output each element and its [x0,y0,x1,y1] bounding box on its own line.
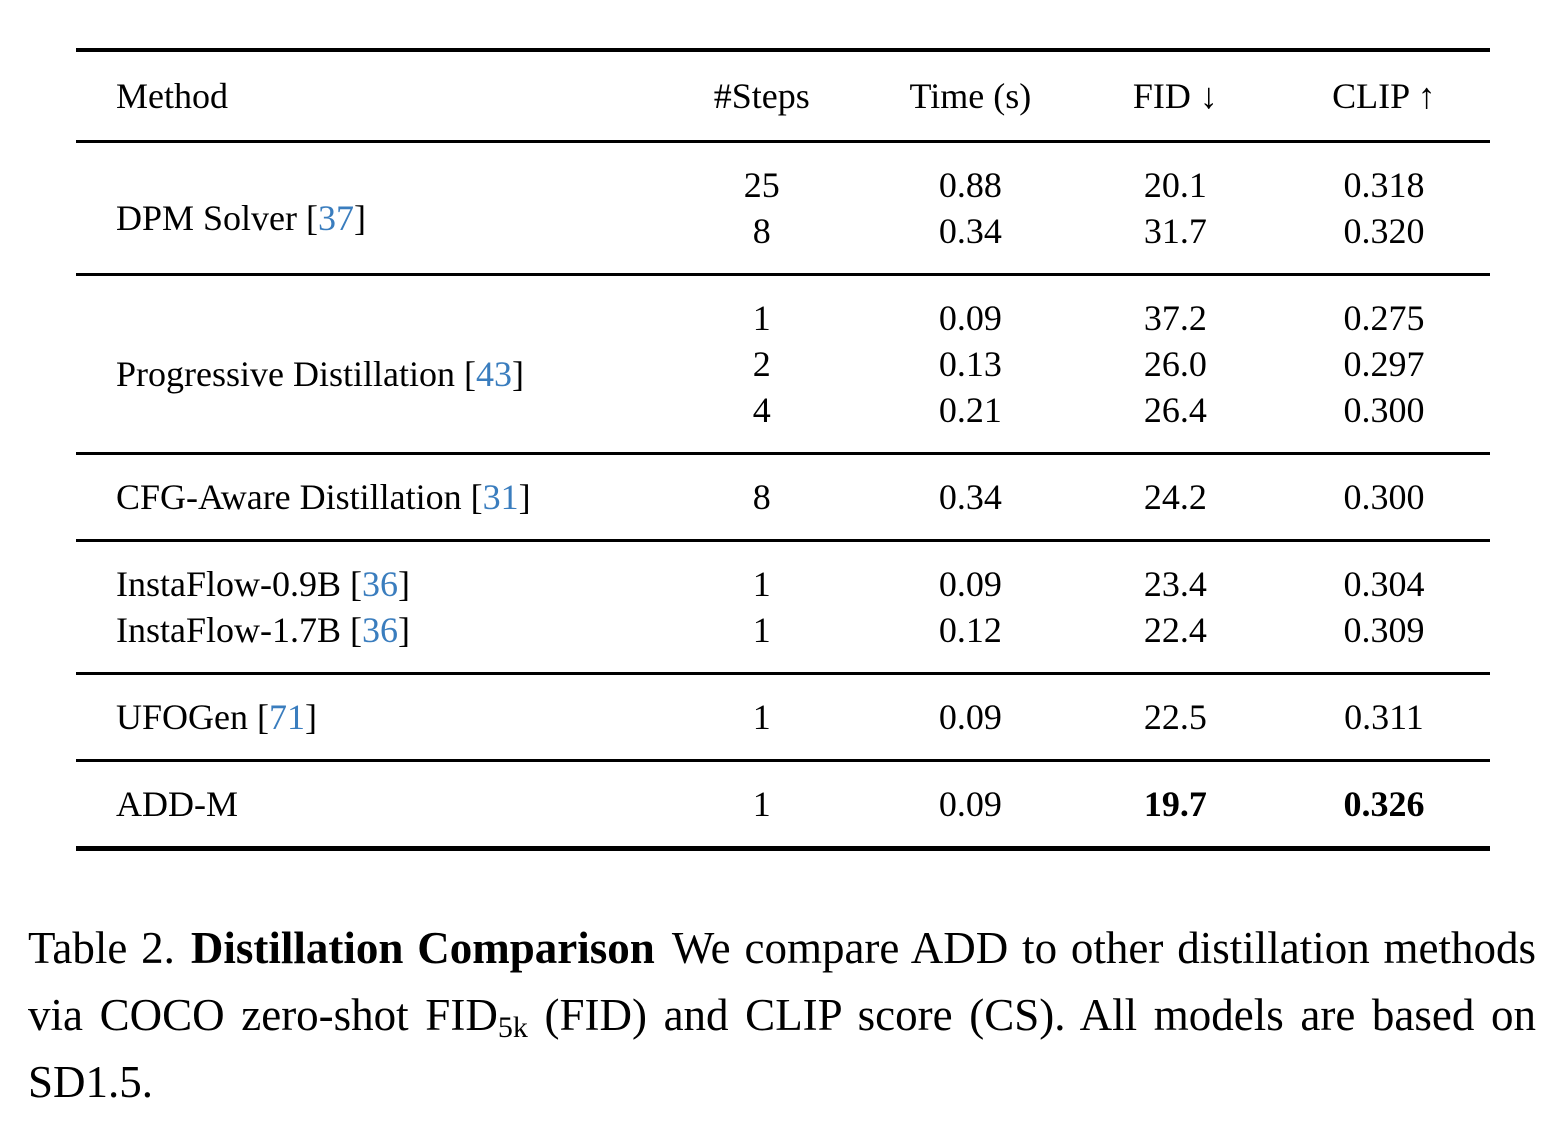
citation-link[interactable]: 36 [362,564,398,604]
time-value: 0.88 [938,165,1002,205]
table-row: 2 0.13 26.0 0.297 [76,341,1490,387]
clip-value: 0.311 [1344,697,1424,737]
fid-value: 24.2 [1143,477,1207,517]
method-label: UFOGen [116,697,248,737]
citation-link[interactable]: 37 [318,197,355,238]
citation-link[interactable]: 43 [475,353,512,394]
fid-value: 22.5 [1143,697,1207,737]
table-caption: Table 2. Distillation Comparison We compa… [28,915,1536,1116]
fid-value: 19.7 [1143,784,1207,824]
fid-value: 20.1 [1143,165,1207,205]
column-header: Time (s) [909,76,1032,116]
steps-value: 4 [752,390,771,430]
fid-value: 26.0 [1143,344,1207,384]
method-name: CFG-Aware Distillation [31] [116,477,531,517]
column-header: Method [116,76,228,116]
fid-value: 26.4 [1143,390,1207,430]
clip-value: 0.326 [1343,784,1425,824]
caption-label: Table 2. [28,923,175,973]
clip-value: 0.320 [1343,211,1425,251]
citation-link[interactable]: 36 [362,610,398,650]
time-value: 0.21 [938,390,1002,430]
method-group: CFG-Aware Distillation [31] 8 0.34 24.2 0.30… [76,453,1490,541]
table-row: ADD-M 1 0.09 19.7 0.326 [76,761,1490,849]
citation-link[interactable]: 71 [269,697,305,737]
header-row: Method #Steps Time (s) FID ↓ CLIP ↑ [76,50,1490,142]
caption-fid-subscript: 5k [497,1011,528,1044]
table-row: InstaFlow-1.7B [36] 1 0.12 22.4 0.309 [76,607,1490,674]
table-row: 4 0.21 26.4 0.300 [76,387,1490,454]
steps-value: 2 [752,344,771,384]
time-value: 0.13 [938,344,1002,384]
time-value: 0.09 [938,697,1002,737]
steps-value: 1 [752,564,771,604]
caption-title: Distillation Comparison [190,923,655,973]
method-label: DPM Solver [116,197,298,238]
fid-value: 23.4 [1143,564,1207,604]
table-row: CFG-Aware Distillation [31] 8 0.34 24.2 0.30… [76,454,1490,541]
caption-text-after-sub: (FID) and CLIP score (CS). All models ar… [28,990,1537,1107]
method-name: Progressive Distillation [43] [116,353,524,394]
caption-text-before-sub: We compare ADD to other distillation met… [28,923,1537,1040]
table-row: InstaFlow-0.9B [36] 1 0.09 23.4 0.304 [76,541,1490,608]
fid-value: 37.2 [1143,298,1207,338]
time-value: 0.34 [938,477,1002,517]
clip-value: 0.300 [1343,390,1425,430]
table-row: 8 0.34 31.7 0.320 [76,208,1490,275]
time-value: 0.09 [938,564,1002,604]
method-name: InstaFlow-1.7B [36] [116,610,410,650]
method-name: DPM Solver [37] [116,197,367,238]
time-value: 0.09 [938,784,1002,824]
clip-value: 0.300 [1343,477,1425,517]
method-name: ADD-M [76,761,656,849]
time-value: 0.34 [938,211,1002,251]
steps-value: 1 [752,784,771,824]
fid-value: 22.4 [1143,610,1207,650]
clip-value: 0.297 [1343,344,1425,384]
method-label: InstaFlow-1.7B [116,610,341,650]
method-name: UFOGen [71] [116,697,317,737]
method-label: Progressive Distillation [116,353,455,394]
column-header: CLIP ↑ [1332,76,1436,116]
results-table: Method #Steps Time (s) FID ↓ CLIP ↑ DPM Solv… [76,48,1490,851]
time-value: 0.09 [938,298,1002,338]
method-group: UFOGen [71] 1 0.09 22.5 0.311 [76,673,1490,761]
steps-value: 8 [752,477,771,517]
steps-value: 8 [752,211,771,251]
steps-value: 1 [752,697,771,737]
method-name: InstaFlow-0.9B [36] [116,564,410,604]
method-group: Progressive Distillation [43] 1 0.09 37.2 0.… [76,274,1490,454]
time-value: 0.12 [938,610,1002,650]
method-group: ADD-M 1 0.09 19.7 0.326 [76,760,1490,849]
steps-value: 1 [752,298,771,338]
method-label: ADD-M [116,784,238,824]
clip-value: 0.318 [1343,165,1425,205]
method-group: DPM Solver [37] 25 0.88 20.1 0.318 8 0.34 31.7 0… [76,142,1490,275]
table-row: UFOGen [71] 1 0.09 22.5 0.311 [76,674,1490,761]
steps-value: 25 [743,165,780,205]
clip-value: 0.275 [1343,298,1425,338]
table-row: Progressive Distillation [43] 1 0.09 37.2 0.… [76,275,1490,394]
table-row: DPM Solver [37] 25 0.88 20.1 0.318 [76,142,1490,238]
steps-value: 1 [752,610,771,650]
citation-link[interactable]: 31 [482,477,519,517]
method-label: InstaFlow-0.9B [116,564,341,604]
column-header: #Steps [713,76,810,116]
method-group: InstaFlow-0.9B [36] 1 0.09 23.4 0.304 InstaFl… [76,540,1490,674]
clip-value: 0.304 [1343,564,1425,604]
fid-value: 31.7 [1143,211,1207,251]
clip-value: 0.309 [1343,610,1425,650]
column-header: FID ↓ [1132,76,1218,116]
method-label: CFG-Aware Distillation [116,477,462,517]
